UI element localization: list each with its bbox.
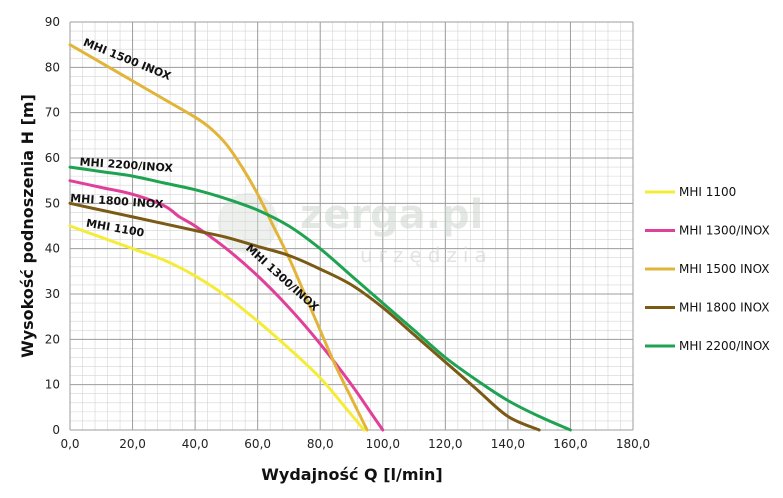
y-tick-label: 70 bbox=[45, 106, 60, 120]
y-tick-label: 10 bbox=[45, 378, 60, 392]
series-line-mhi-1100 bbox=[68, 224, 366, 432]
x-tick-label: 60,0 bbox=[244, 437, 271, 451]
series-lines bbox=[68, 43, 572, 432]
x-tick-label: 140,0 bbox=[491, 437, 525, 451]
y-tick-label: 90 bbox=[45, 15, 60, 29]
y-tick-labels: 0 10 20 30 40 50 60 70 80 90 bbox=[45, 15, 60, 437]
legend-label: MHI 2200/INOX bbox=[679, 339, 770, 353]
x-tick-label: 180,0 bbox=[616, 437, 650, 451]
x-tick-label: 160,0 bbox=[553, 437, 587, 451]
legend: MHI 1100 MHI 1300/INOX MHI 1500 INOX MHI 18… bbox=[645, 185, 770, 353]
watermark-sub: urzędzia bbox=[360, 243, 493, 267]
legend-label: MHI 1100 bbox=[679, 185, 736, 199]
y-axis-title: Wysokość podnoszenia H [m] bbox=[18, 94, 37, 358]
watermark: zerga.pl urzędzia bbox=[218, 192, 493, 267]
y-tick-label: 20 bbox=[45, 332, 60, 346]
legend-label: MHI 1800 INOX bbox=[679, 301, 770, 315]
x-tick-label: 40,0 bbox=[182, 437, 209, 451]
y-tick-label: 30 bbox=[45, 287, 60, 301]
y-tick-label: 60 bbox=[45, 151, 60, 165]
series-line-mhi-1800-inox bbox=[68, 201, 541, 432]
y-tick-label: 80 bbox=[45, 60, 60, 74]
y-tick-label: 40 bbox=[45, 242, 60, 256]
series-line-mhi-2200-inox bbox=[68, 165, 572, 432]
legend-label: MHI 1300/INOX bbox=[679, 224, 770, 238]
x-tick-label: 20,0 bbox=[119, 437, 146, 451]
legend-label: MHI 1500 INOX bbox=[679, 262, 770, 276]
series-line-mhi-1300-inox bbox=[68, 179, 385, 432]
y-tick-label: 0 bbox=[52, 423, 60, 437]
x-tick-label: 80,0 bbox=[307, 437, 334, 451]
x-axis-title: Wydajność Q [l/min] bbox=[261, 465, 442, 484]
x-tick-label: 0,0 bbox=[60, 437, 79, 451]
watermark-brand: zerga.pl bbox=[300, 192, 483, 238]
x-tick-labels: 0,0 20,0 40,0 60,0 80,0 100,0 120,0 140,0 160,0 1… bbox=[60, 437, 650, 451]
x-tick-label: 100,0 bbox=[366, 437, 400, 451]
x-tick-label: 120,0 bbox=[428, 437, 462, 451]
series-line-mhi-1500-inox bbox=[68, 43, 369, 432]
y-tick-label: 50 bbox=[45, 196, 60, 210]
